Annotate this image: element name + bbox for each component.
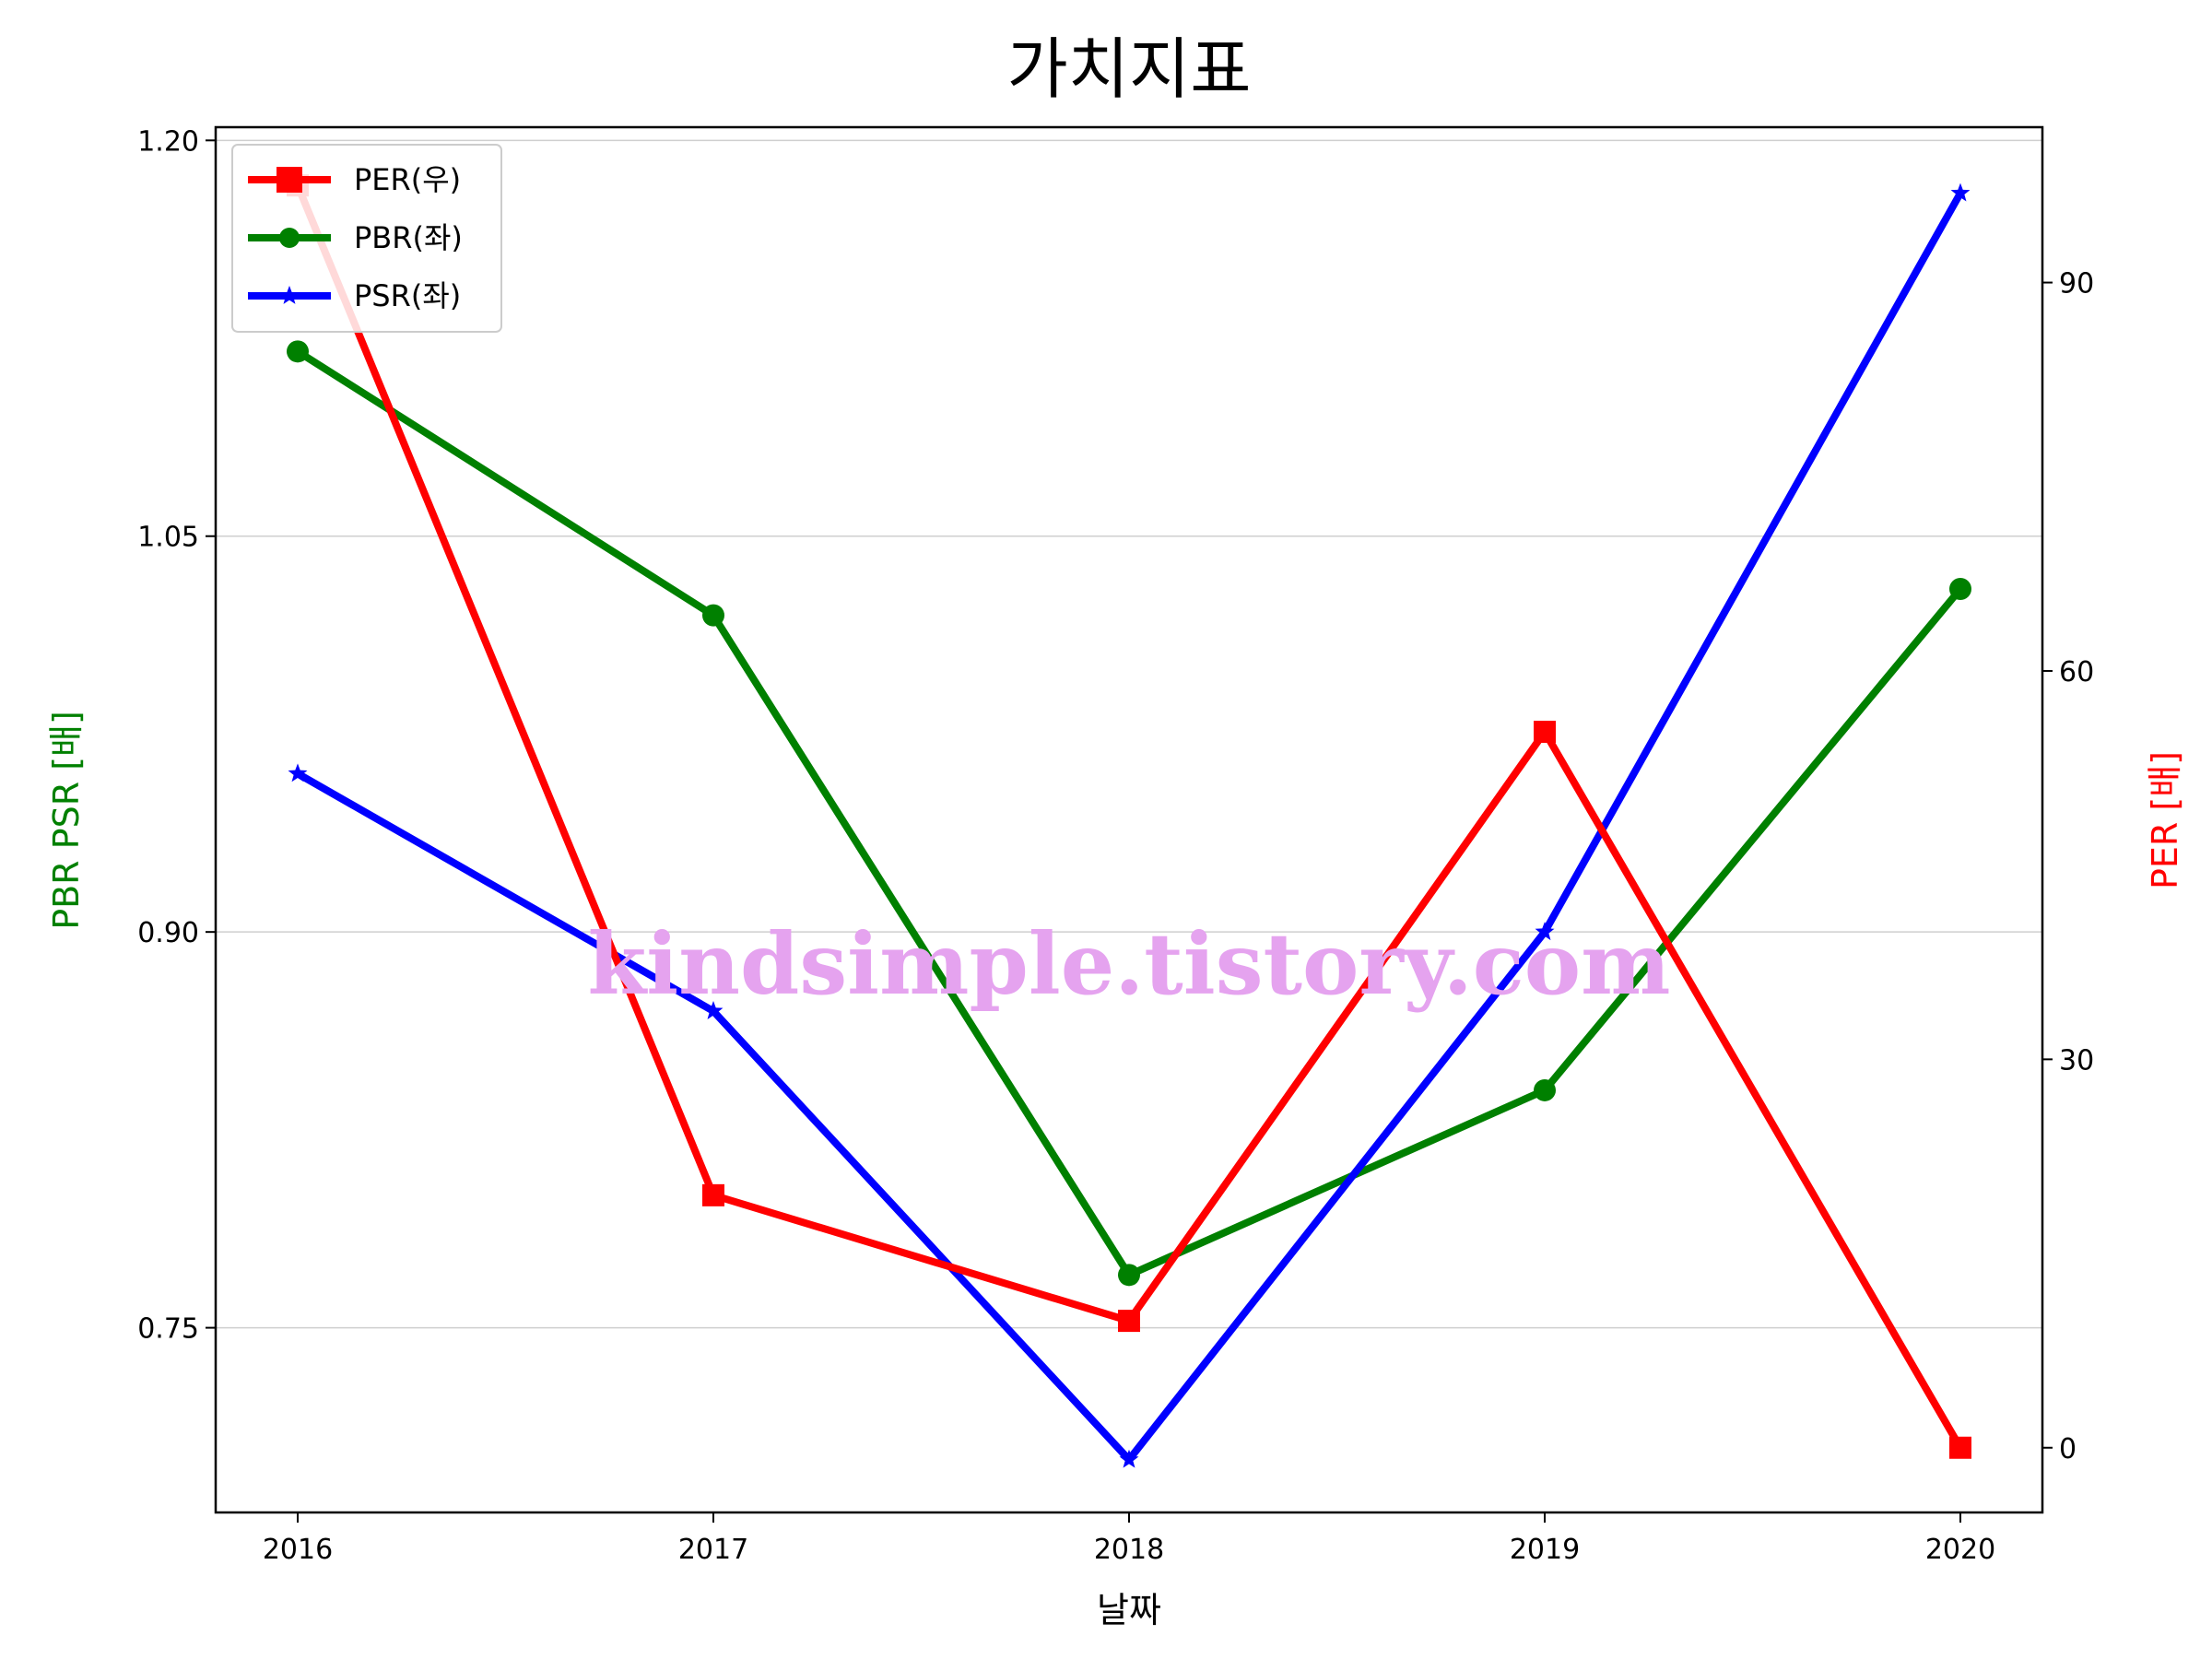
series-1-point-3 (1534, 1078, 1556, 1101)
series-2-point-3 (1535, 922, 1555, 941)
legend-swatch-marker-0 (276, 167, 302, 193)
x-tick-label-1: 2017 (678, 1534, 748, 1566)
legend-swatch-marker-1 (279, 228, 300, 248)
series-2 (288, 182, 1971, 1468)
series-1-point-2 (1118, 1264, 1140, 1287)
y-left-tick-label-2: 1.05 (137, 522, 199, 554)
x-tick-label-3: 2019 (1510, 1534, 1580, 1566)
x-tick-label-4: 2020 (1925, 1534, 1995, 1566)
y-right-tick-label-2: 60 (2059, 656, 2094, 688)
series-0 (287, 174, 1971, 1459)
legend-label-1: PBR(좌) (354, 220, 463, 255)
series-1-point-0 (287, 340, 309, 363)
series-1-point-1 (702, 604, 724, 627)
legend-swatch-marker-2 (279, 286, 300, 304)
series-0-point-3 (1534, 720, 1556, 743)
y-right-tick-label-1: 30 (2059, 1044, 2094, 1077)
series-0-point-4 (1949, 1436, 1971, 1459)
x-tick-label-0: 2016 (263, 1534, 333, 1566)
legend: PER(우) PBR(좌) PSR(좌) (231, 144, 502, 333)
chart-title: 가치지표 (1007, 30, 1252, 108)
x-axis-label: 날짜 (1097, 1590, 1161, 1630)
y-right-tick-label-3: 90 (2059, 268, 2094, 300)
y-left-tick-label-0: 0.75 (137, 1313, 199, 1346)
legend-item-0: PER(우) (248, 162, 461, 197)
legend-item-1: PBR(좌) (248, 220, 463, 255)
series-1-point-4 (1949, 578, 1971, 600)
series-2-point-0 (288, 763, 308, 782)
legend-item-2: PSR(좌) (248, 278, 461, 313)
y-left-tick-label-3: 1.20 (137, 125, 199, 158)
series-2-point-1 (703, 1001, 724, 1019)
series-0-point-1 (702, 1183, 724, 1206)
series-layer (287, 174, 1971, 1468)
watermark: kindsimple.tistory.com (587, 914, 1670, 1014)
series-line-1 (295, 347, 1964, 1279)
legend-label-0: PER(우) (354, 162, 461, 197)
series-2-point-2 (1119, 1449, 1139, 1468)
y-right-tick-label-0: 0 (2059, 1433, 2077, 1465)
y-axis-left-label: PBR PSR [배] (46, 711, 87, 930)
x-tick-label-2: 2018 (1094, 1534, 1164, 1566)
series-0-point-2 (1118, 1310, 1140, 1333)
series-2-point-4 (1950, 182, 1971, 202)
series-line-0 (294, 183, 1964, 1450)
legend-label-2: PSR(좌) (354, 278, 461, 313)
y-axis-right-label: PER [배] (2145, 751, 2185, 889)
axis-layer: 0.75 0.90 1.05 1.20 0 30 60 90 2016 2017 2018 2019 2… (137, 125, 2094, 1566)
series-1 (287, 340, 1971, 1287)
y-left-tick-label-1: 0.90 (137, 917, 199, 949)
